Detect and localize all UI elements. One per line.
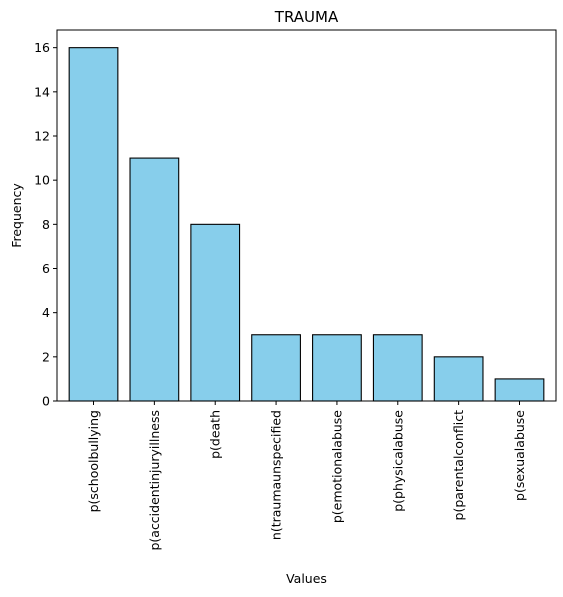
y-tick-label-0: 0	[42, 394, 50, 409]
x-ticks-group: p(schoolbullying p(accidentinjuryillness p…	[86, 401, 527, 551]
x-tick-label-7: p(sexualabuse	[512, 410, 527, 501]
x-tick-label-5: p(physicalabuse	[390, 410, 405, 512]
y-tick-label-7: 14	[34, 84, 50, 99]
bar-4	[312, 334, 362, 402]
y-tick-label-8: 16	[34, 40, 50, 55]
bar-7	[494, 378, 545, 402]
x-axis-label: Values	[286, 571, 327, 586]
bar-0	[68, 47, 119, 402]
y-tick-label-5: 10	[34, 173, 50, 188]
axes-group	[56, 29, 557, 402]
x-tick-label-4: p(emotionalabuse	[329, 410, 344, 523]
chart-title: TRAUMA	[274, 8, 339, 26]
bar-6	[433, 356, 484, 402]
bar-2	[190, 223, 241, 402]
bar-3	[251, 334, 301, 402]
y-tick-label-3: 6	[42, 261, 50, 276]
y-tick-label-6: 12	[34, 129, 50, 144]
x-tick-label-0: p(schoolbullying	[86, 410, 101, 512]
x-tick-label-2: p(death	[208, 410, 223, 459]
y-ticks-group: 0 2 4 6 8 10 12 14 16	[34, 40, 57, 409]
y-tick-label-2: 4	[42, 305, 50, 320]
x-tick-label-3: n(traumaunspecified	[269, 410, 284, 540]
x-tick-label-1: p(accidentinjuryillness	[147, 410, 162, 551]
plot-frame	[56, 29, 557, 402]
y-tick-label-1: 2	[42, 349, 50, 364]
y-axis-label: Frequency	[9, 183, 24, 248]
bars-group	[68, 47, 545, 402]
bar-1	[129, 157, 180, 402]
y-tick-label-4: 8	[42, 217, 50, 232]
x-tick-label-6: p(parentalconflict	[451, 410, 466, 521]
bar-5	[372, 334, 423, 402]
